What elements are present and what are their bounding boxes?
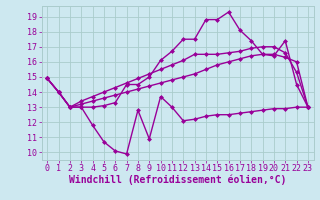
X-axis label: Windchill (Refroidissement éolien,°C): Windchill (Refroidissement éolien,°C) (69, 175, 286, 185)
